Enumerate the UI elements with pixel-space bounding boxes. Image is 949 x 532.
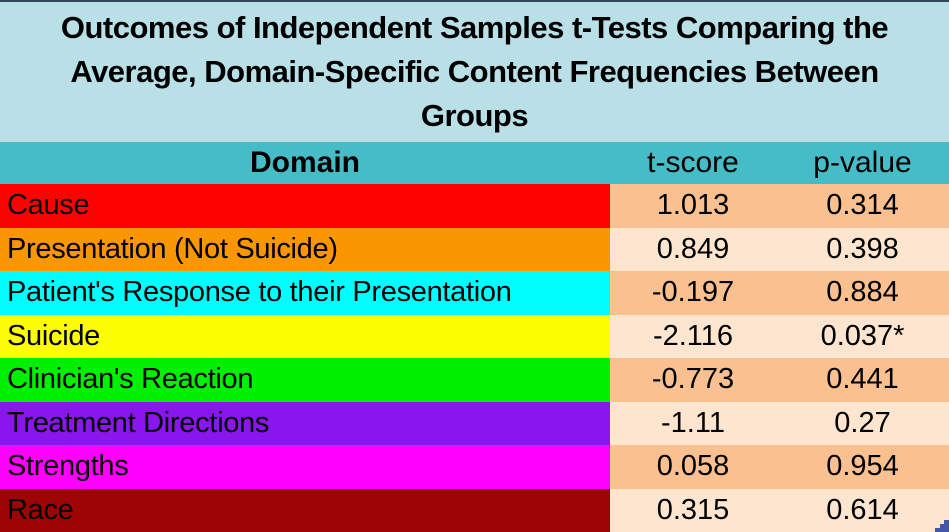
- column-header-t-score: t-score: [647, 146, 739, 179]
- column-header-domain: Domain: [249, 146, 360, 179]
- p-value-cell: 0.27: [776, 401, 949, 445]
- table-row: Patient's Response to their Presentation…: [0, 271, 949, 315]
- p-value-cell: 0.314: [776, 184, 949, 228]
- table-row: Presentation (Not Suicide) 0.849 0.398: [0, 227, 949, 271]
- domain-cell: Patient's Response to their Presentation: [0, 271, 610, 315]
- table-row: Strengths 0.058 0.954: [0, 445, 949, 489]
- t-score-cell: -1.11: [610, 401, 776, 445]
- figure-title: Outcomes of Independent Samples t-Tests …: [0, 2, 949, 142]
- domain-cell: Suicide: [0, 314, 610, 358]
- domain-cell: Race: [0, 488, 610, 532]
- table-row: Suicide -2.116 0.037*: [0, 314, 949, 358]
- t-score-cell: 0.315: [610, 488, 776, 532]
- table-row: Cause 1.013 0.314: [0, 184, 949, 228]
- figure-title-line-3: Groups: [420, 98, 529, 133]
- figure-title-line-1: Outcomes of Independent Samples t-Tests …: [60, 10, 889, 45]
- table-row: Clinician's Reaction -0.773 0.441: [0, 358, 949, 402]
- column-header-p-value: p-value: [813, 146, 912, 179]
- p-value-cell: 0.614: [776, 488, 949, 532]
- table-row: Race 0.315 0.614: [0, 488, 949, 532]
- t-score-cell: -0.773: [610, 358, 776, 402]
- selection-handle-icon[interactable]: [935, 520, 949, 532]
- t-score-cell: -2.116: [610, 314, 776, 358]
- domain-cell: Presentation (Not Suicide): [0, 227, 610, 271]
- p-value-cell: 0.954: [776, 445, 949, 489]
- table-header-row: Domain t-score p-value: [0, 142, 949, 184]
- figure-title-line-2: Average, Domain-Specific Content Frequen…: [70, 54, 879, 89]
- domain-cell: Cause: [0, 184, 610, 228]
- t-score-cell: 1.013: [610, 184, 776, 228]
- table-body: Cause 1.013 0.314 Presentation (Not Suicide…: [0, 184, 949, 532]
- table-row: Treatment Directions -1.11 0.27: [0, 401, 949, 445]
- t-score-cell: 0.849: [610, 227, 776, 271]
- p-value-cell: 0.441: [776, 358, 949, 402]
- selection-handle-shape: [935, 520, 949, 532]
- t-score-cell: 0.058: [610, 445, 776, 489]
- p-value-cell: 0.398: [776, 227, 949, 271]
- t-score-cell: -0.197: [610, 271, 776, 315]
- domain-cell: Clinician's Reaction: [0, 358, 610, 402]
- p-value-cell: 0.884: [776, 271, 949, 315]
- domain-cell: Strengths: [0, 445, 610, 489]
- p-value-cell: 0.037*: [776, 314, 949, 358]
- domain-cell: Treatment Directions: [0, 401, 610, 445]
